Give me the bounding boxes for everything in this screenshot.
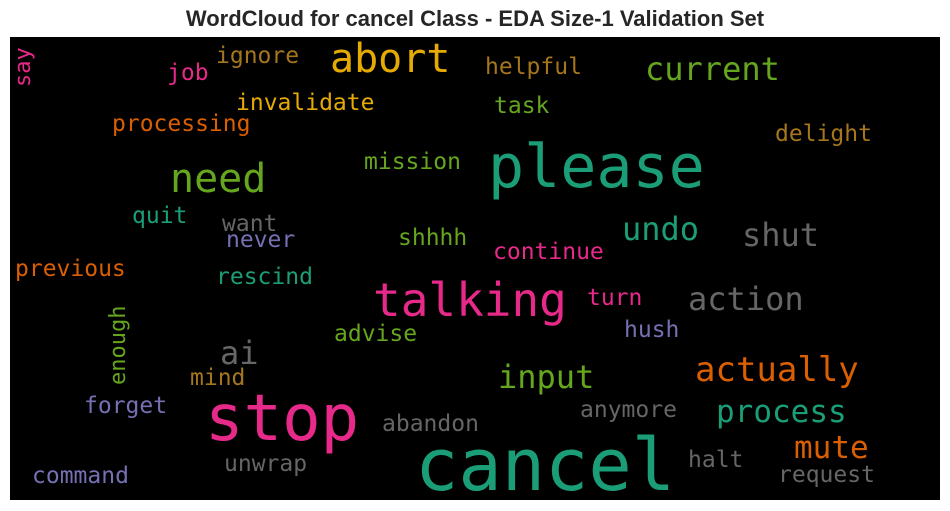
cloud-word-forget: forget [84, 393, 168, 419]
cloud-word-abandon: abandon [382, 411, 479, 437]
cloud-word-halt: halt [688, 447, 744, 473]
cloud-word-command: command [32, 463, 129, 489]
cloud-word-stop: stop [205, 382, 360, 456]
cloud-word-request: request [778, 462, 875, 488]
cloud-word-helpful: helpful [485, 54, 582, 80]
cloud-word-rescind: rescind [216, 264, 313, 290]
cloud-word-hush: hush [624, 317, 680, 343]
chart-title: WordCloud for cancel Class - EDA Size-1 … [185, 6, 765, 31]
cloud-word-never: never [226, 227, 296, 253]
cloud-word-processing: processing [112, 111, 251, 137]
cloud-word-mission: mission [364, 149, 461, 175]
cloud-word-unwrap: unwrap [224, 451, 308, 477]
cloud-word-continue: continue [493, 239, 604, 265]
cloud-word-invalidate: invalidate [236, 90, 375, 116]
cloud-word-cancel: cancel [415, 423, 676, 500]
cloud-word-delight: delight [775, 121, 872, 147]
word-cloud-canvas: cancel please stop talking abort need current a… [10, 37, 940, 500]
cloud-word-advise: advise [334, 321, 418, 347]
cloud-word-abort: abort [330, 37, 451, 82]
cloud-word-job: job [167, 60, 209, 86]
cloud-word-want: want [222, 211, 278, 237]
cloud-word-quit: quit [132, 203, 188, 229]
cloud-word-process: process [716, 394, 847, 430]
cloud-word-shut: shut [742, 216, 820, 254]
cloud-word-previous: previous [15, 256, 126, 282]
cloud-word-mute: mute [794, 430, 869, 466]
cloud-word-action: action [688, 280, 804, 318]
cloud-word-enough: enough [106, 305, 131, 385]
cloud-word-mind: mind [190, 365, 246, 391]
cloud-word-current: current [645, 50, 780, 88]
cloud-word-turn: turn [587, 285, 643, 311]
cloud-word-say: say [11, 47, 36, 87]
cloud-word-need: need [170, 156, 267, 202]
cloud-word-talking: talking [373, 273, 567, 327]
cloud-word-undo: undo [622, 210, 700, 248]
cloud-word-ai: ai [220, 334, 259, 372]
cloud-word-input: input [498, 358, 595, 396]
cloud-word-task: task [494, 93, 550, 119]
cloud-word-shhhh: shhhh [398, 225, 468, 251]
cloud-word-please: please [488, 132, 705, 202]
cloud-word-actually: actually [695, 350, 859, 390]
cloud-word-ignore: ignore [216, 43, 300, 69]
cloud-word-anymore: anymore [580, 397, 677, 423]
